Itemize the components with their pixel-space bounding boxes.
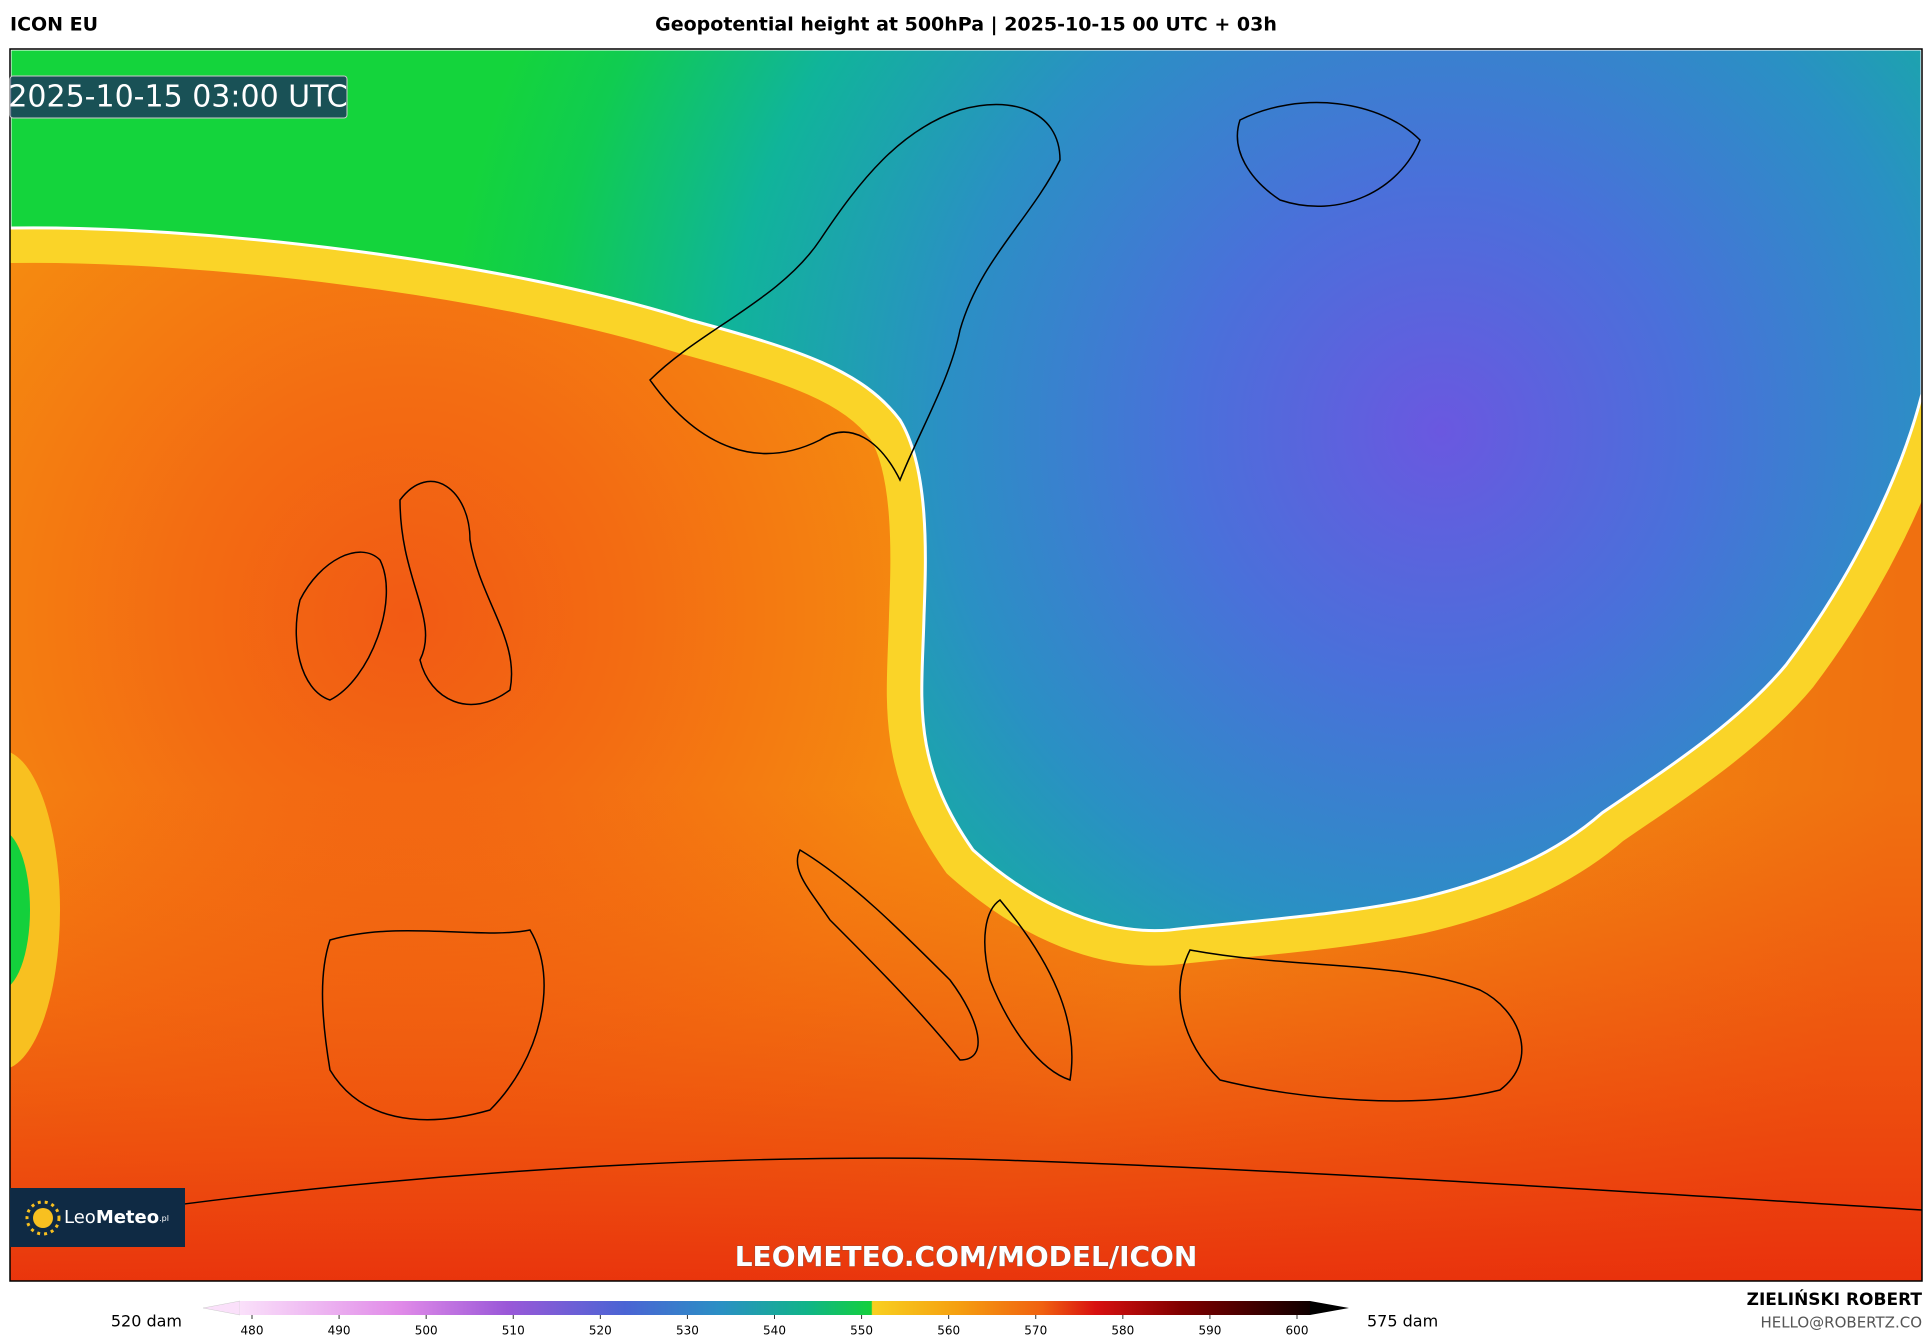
colorbar-max-arrow (1310, 1301, 1349, 1315)
colorbar-bar (240, 1301, 1310, 1315)
colorbar-max-label: 575 dam (1367, 1312, 1438, 1331)
colorbar-tick-label: 520 (589, 1324, 612, 1338)
map-title: Geopotential height at 500hPa | 2025-10-… (655, 14, 1277, 36)
model-name: ICON EU (10, 14, 98, 36)
colorbar-tick-label: 480 (241, 1324, 264, 1338)
map-frame (9, 48, 1923, 1282)
colorbar-tick-label: 530 (676, 1324, 699, 1338)
email: HELLO@ROBERTZ.CO (1760, 1314, 1922, 1332)
logo-light: Leo (64, 1207, 96, 1228)
colorbar-tick-label: 600 (1286, 1324, 1309, 1338)
logo-rays (25, 1200, 61, 1236)
colorbar-tick-label: 540 (763, 1324, 786, 1338)
colorbar-tick-label: 590 (1198, 1324, 1221, 1338)
colorbar-min-label: 520 dam (111, 1312, 182, 1331)
logo-domain: .pl (159, 1214, 169, 1223)
logo-bold: Meteo (96, 1207, 159, 1228)
colorbar-tick-label: 580 (1111, 1324, 1134, 1338)
logo-text: LeoMeteo.pl (64, 1207, 169, 1228)
colorbar (202, 1300, 1349, 1316)
logo-sun (33, 1208, 53, 1228)
timestamp: 2025-10-15 03:00 UTC (8, 80, 347, 115)
colorbar-tick-label: 570 (1024, 1324, 1047, 1338)
colorbar-tick-label: 550 (850, 1324, 873, 1338)
colorbar-tick-label: 490 (328, 1324, 351, 1338)
watermark: LEOMETEO.COM/MODEL/ICON (735, 1240, 1198, 1273)
colorbar-tick-label: 510 (502, 1324, 525, 1338)
colorbar-tick-label: 560 (937, 1324, 960, 1338)
timestamp-box (9, 75, 348, 119)
colorbar-min-arrow (202, 1300, 241, 1316)
map (10, 49, 1922, 1281)
colorbar-tick-label: 500 (415, 1324, 438, 1338)
author: ZIELIŃSKI ROBERT (1747, 1288, 1923, 1310)
